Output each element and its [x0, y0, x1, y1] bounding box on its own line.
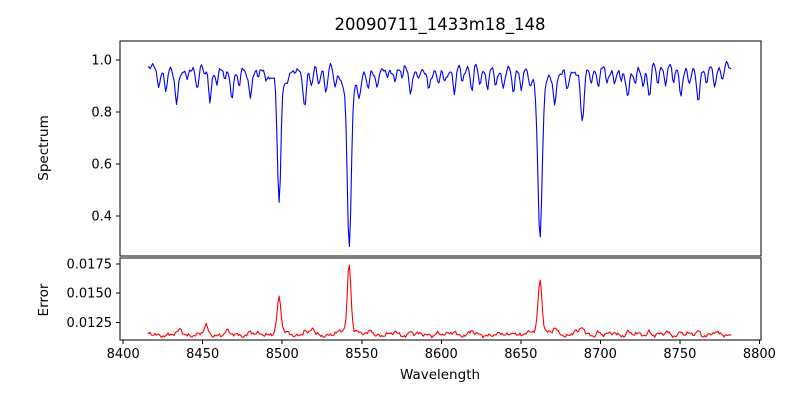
- spectrum-axes-frame: [119, 40, 762, 257]
- error-axes-frame: [119, 257, 762, 341]
- spectrum-y-axis-label: Spectrum: [36, 115, 52, 180]
- error-line: [147, 264, 732, 339]
- y-tick-label: 1.0: [91, 54, 112, 69]
- x-tick-label: 8600: [425, 347, 458, 362]
- data-lines: [147, 60, 732, 339]
- y-tick-label: 0.8: [91, 106, 112, 121]
- x-axis-label: Wavelength: [400, 367, 480, 383]
- y-tick-label: 0.0150: [67, 287, 113, 302]
- x-tick-label: 8550: [345, 347, 378, 362]
- x-tick-label: 8400: [107, 347, 140, 362]
- x-tick-label: 8500: [266, 347, 299, 362]
- spectrum-line: [147, 60, 732, 247]
- y-tick-label: 0.4: [91, 209, 112, 224]
- x-tick-label: 8450: [186, 347, 219, 362]
- y-tick-label: 0.0175: [67, 257, 113, 272]
- x-tick-label: 8800: [743, 347, 776, 362]
- y-tick-label: 0.0125: [67, 316, 113, 331]
- axis-ticks: 8400 8450 8500 8550 8600 8650 8700 8750 8800 0.4 0…: [67, 54, 776, 362]
- x-tick-label: 8750: [663, 347, 696, 362]
- x-tick-label: 8650: [504, 347, 537, 362]
- y-tick-label: 0.6: [91, 157, 112, 172]
- x-tick-label: 8700: [584, 347, 617, 362]
- axes-frames: [119, 40, 762, 341]
- plot-title: 20090711_1433m18_148: [334, 15, 545, 35]
- error-y-axis-label: Error: [36, 283, 52, 316]
